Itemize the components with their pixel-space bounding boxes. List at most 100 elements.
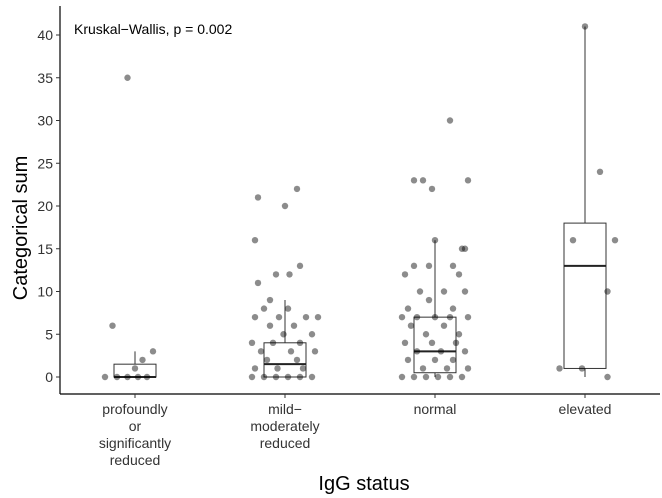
box-iqr xyxy=(563,222,607,369)
data-point xyxy=(287,348,295,355)
data-point xyxy=(464,365,472,372)
y-tick-label: 5 xyxy=(45,326,53,342)
data-point xyxy=(464,177,472,184)
kruskal-wallis-annotation: Kruskal−Wallis, p = 0.002 xyxy=(74,21,232,37)
data-point xyxy=(404,305,412,312)
data-point xyxy=(293,356,301,364)
data-point xyxy=(434,373,442,381)
x-tick-label: normal xyxy=(414,401,457,417)
data-point xyxy=(596,168,604,175)
data-point xyxy=(446,373,454,381)
data-point xyxy=(410,177,418,184)
data-point xyxy=(410,373,418,381)
data-point xyxy=(604,373,611,381)
x-tick-label: profoundly xyxy=(102,401,167,417)
y-tick-label: 35 xyxy=(37,70,53,86)
data-point xyxy=(425,296,433,304)
data-point xyxy=(428,185,436,193)
data-point xyxy=(440,322,448,329)
box-iqr xyxy=(413,316,457,374)
data-point xyxy=(254,279,262,287)
data-point xyxy=(422,331,430,338)
data-point xyxy=(461,245,469,252)
data-point xyxy=(431,313,439,321)
data-point xyxy=(280,331,287,338)
data-point xyxy=(260,373,268,381)
data-point xyxy=(251,237,259,244)
data-point xyxy=(131,365,139,372)
y-tick-label: 20 xyxy=(37,198,53,214)
x-tick-label: reduced xyxy=(260,435,311,451)
y-tick-label: 10 xyxy=(37,284,53,300)
x-tick-label: significantly xyxy=(99,435,171,451)
data-point xyxy=(260,305,268,312)
data-point xyxy=(419,365,427,372)
data-point xyxy=(410,262,418,270)
data-point xyxy=(419,177,427,184)
x-tick-label: mild− xyxy=(268,401,302,417)
data-point xyxy=(311,348,319,355)
data-point xyxy=(139,356,146,364)
data-point xyxy=(272,271,280,278)
x-tick-label: reduced xyxy=(110,452,161,468)
data-point xyxy=(446,313,454,321)
data-point xyxy=(274,365,281,372)
x-axis-title: IgG status xyxy=(318,473,409,495)
data-point xyxy=(437,348,445,355)
y-tick-label: 0 xyxy=(45,369,53,385)
data-point xyxy=(269,339,277,346)
data-point xyxy=(569,237,577,244)
data-point xyxy=(296,262,304,270)
data-point xyxy=(578,365,586,372)
x-tick-label: moderately xyxy=(250,418,319,434)
data-point xyxy=(266,322,274,329)
data-point xyxy=(464,313,472,321)
data-point xyxy=(404,356,412,364)
data-point xyxy=(431,237,439,244)
data-point xyxy=(272,373,280,381)
data-point xyxy=(275,313,283,321)
data-point xyxy=(254,194,262,201)
data-point xyxy=(431,356,439,364)
data-point xyxy=(461,288,469,295)
data-point xyxy=(449,305,457,312)
data-point xyxy=(440,288,448,295)
data-point xyxy=(407,322,415,329)
data-point xyxy=(461,348,469,355)
y-axis-title: Categorical sum xyxy=(10,156,32,301)
data-point xyxy=(413,348,421,355)
data-point xyxy=(134,373,142,381)
data-point xyxy=(611,237,619,244)
data-point xyxy=(296,339,304,346)
data-point xyxy=(299,365,307,372)
data-point xyxy=(422,373,430,381)
data-point xyxy=(124,74,131,81)
data-point xyxy=(455,271,463,278)
data-point xyxy=(109,322,116,329)
box-iqr xyxy=(263,342,307,378)
data-point xyxy=(248,373,256,381)
plot-area: 0 5 10 15 20 25 30 35 40 profoundlyorsignificantl… xyxy=(37,6,660,468)
data-point xyxy=(284,305,292,312)
x-tick-label: elevated xyxy=(559,401,612,417)
data-point xyxy=(556,365,563,372)
data-point xyxy=(284,373,292,381)
data-point xyxy=(443,365,451,372)
data-point xyxy=(113,373,121,381)
data-point xyxy=(398,313,406,321)
data-point xyxy=(308,373,316,381)
data-point xyxy=(425,262,433,270)
data-point xyxy=(281,202,289,210)
data-point xyxy=(263,356,271,364)
data-point xyxy=(290,322,298,329)
data-point xyxy=(416,288,424,295)
data-point xyxy=(449,262,457,270)
y-tick-label: 40 xyxy=(37,27,53,43)
data-point xyxy=(101,373,109,381)
y-tick-label: 25 xyxy=(37,155,53,171)
data-point xyxy=(308,331,316,338)
data-point xyxy=(251,365,259,372)
data-point xyxy=(449,356,457,364)
data-point xyxy=(455,331,463,338)
